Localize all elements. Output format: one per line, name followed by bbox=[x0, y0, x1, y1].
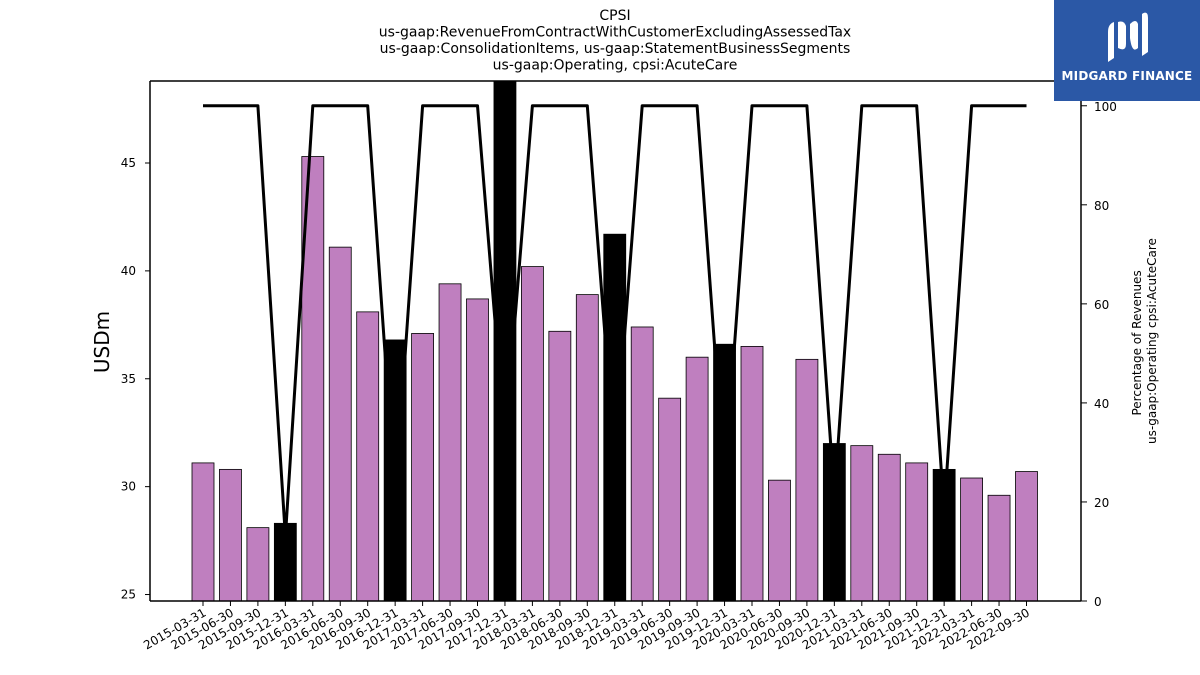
y-axis-left: 25 30 35 40 45 bbox=[121, 156, 150, 602]
bar-2020-06-30 bbox=[768, 479, 791, 602]
y2-tick-label: 100 bbox=[1094, 100, 1117, 114]
y2-axis-label-line-1: Percentage of Revenues bbox=[1130, 270, 1144, 415]
chart-title: CPSIus-gaap:RevenueFromContractWithCusto… bbox=[379, 8, 851, 74]
x-axis: 2015-03-312015-06-302015-09-302015-12-31… bbox=[141, 601, 1032, 652]
bar-2018-06-30 bbox=[548, 330, 572, 602]
bar-series bbox=[191, 80, 1038, 602]
bar-2019-03-31 bbox=[630, 326, 654, 602]
y2-tick-label: 40 bbox=[1094, 397, 1109, 411]
bar-2015-03-31 bbox=[191, 462, 215, 602]
bar-2021-09-30 bbox=[905, 462, 929, 602]
bar-2017-06-30 bbox=[438, 283, 462, 602]
y-tick-label: 35 bbox=[121, 372, 136, 386]
chart-title-line: us-gaap:ConsolidationItems, us-gaap:Stat… bbox=[380, 41, 851, 57]
y2-tick-label: 20 bbox=[1094, 496, 1109, 510]
bar-2018-12-31 bbox=[603, 233, 627, 602]
chart-title-line: us-gaap:Operating, cpsi:AcuteCare bbox=[493, 58, 738, 74]
y2-tick-label: 0 bbox=[1094, 595, 1102, 609]
midgard-finance-logo: MIDGARD FINANCE bbox=[1054, 0, 1200, 101]
bar-2020-12-31 bbox=[822, 443, 846, 602]
bar-2018-03-31 bbox=[521, 266, 544, 602]
y-tick-label: 40 bbox=[121, 264, 136, 278]
bar-2017-03-31 bbox=[411, 333, 435, 602]
bar-2019-09-30 bbox=[685, 356, 709, 602]
y-tick-label: 30 bbox=[121, 480, 136, 494]
bar-2022-03-31 bbox=[960, 477, 983, 602]
logo-text: MIDGARD FINANCE bbox=[1061, 69, 1193, 83]
line-series bbox=[203, 104, 1027, 539]
bar-2020-03-31 bbox=[740, 345, 764, 602]
bar-2019-06-30 bbox=[658, 397, 682, 602]
bar-2022-09-30 bbox=[1015, 471, 1038, 602]
bar-2015-09-30 bbox=[246, 527, 270, 602]
chart-title-line: CPSI bbox=[599, 8, 630, 24]
bar-2018-09-30 bbox=[575, 294, 599, 602]
bar-2022-06-30 bbox=[987, 494, 1011, 602]
bar-2016-09-30 bbox=[356, 311, 380, 602]
bar-2020-09-30 bbox=[795, 358, 819, 602]
y2-tick-label: 60 bbox=[1094, 298, 1109, 312]
y-tick-label: 45 bbox=[121, 156, 136, 170]
y2-axis-label-line-2: us-gaap:Operating cpsi:AcuteCare bbox=[1145, 238, 1159, 444]
midgard-logo-mark-icon bbox=[1108, 12, 1148, 62]
bar-2016-06-30 bbox=[328, 246, 352, 602]
bar-2017-09-30 bbox=[466, 298, 489, 602]
percentage-line bbox=[203, 104, 1027, 539]
chart-title-line: us-gaap:RevenueFromContractWithCustomerE… bbox=[379, 25, 851, 41]
y2-axis-label: Percentage of Revenues us-gaap:Operating… bbox=[1130, 238, 1159, 444]
axes bbox=[149, 80, 1082, 602]
bar-2021-03-31 bbox=[850, 445, 874, 602]
y-tick-label: 25 bbox=[121, 588, 136, 602]
bar-2021-06-30 bbox=[877, 453, 901, 602]
y2-tick-label: 80 bbox=[1094, 199, 1109, 213]
bar-2015-06-30 bbox=[219, 468, 242, 602]
y-axis-right: 0 20 40 60 80 100 bbox=[1081, 100, 1117, 609]
y-axis-label: USDm bbox=[90, 311, 114, 373]
